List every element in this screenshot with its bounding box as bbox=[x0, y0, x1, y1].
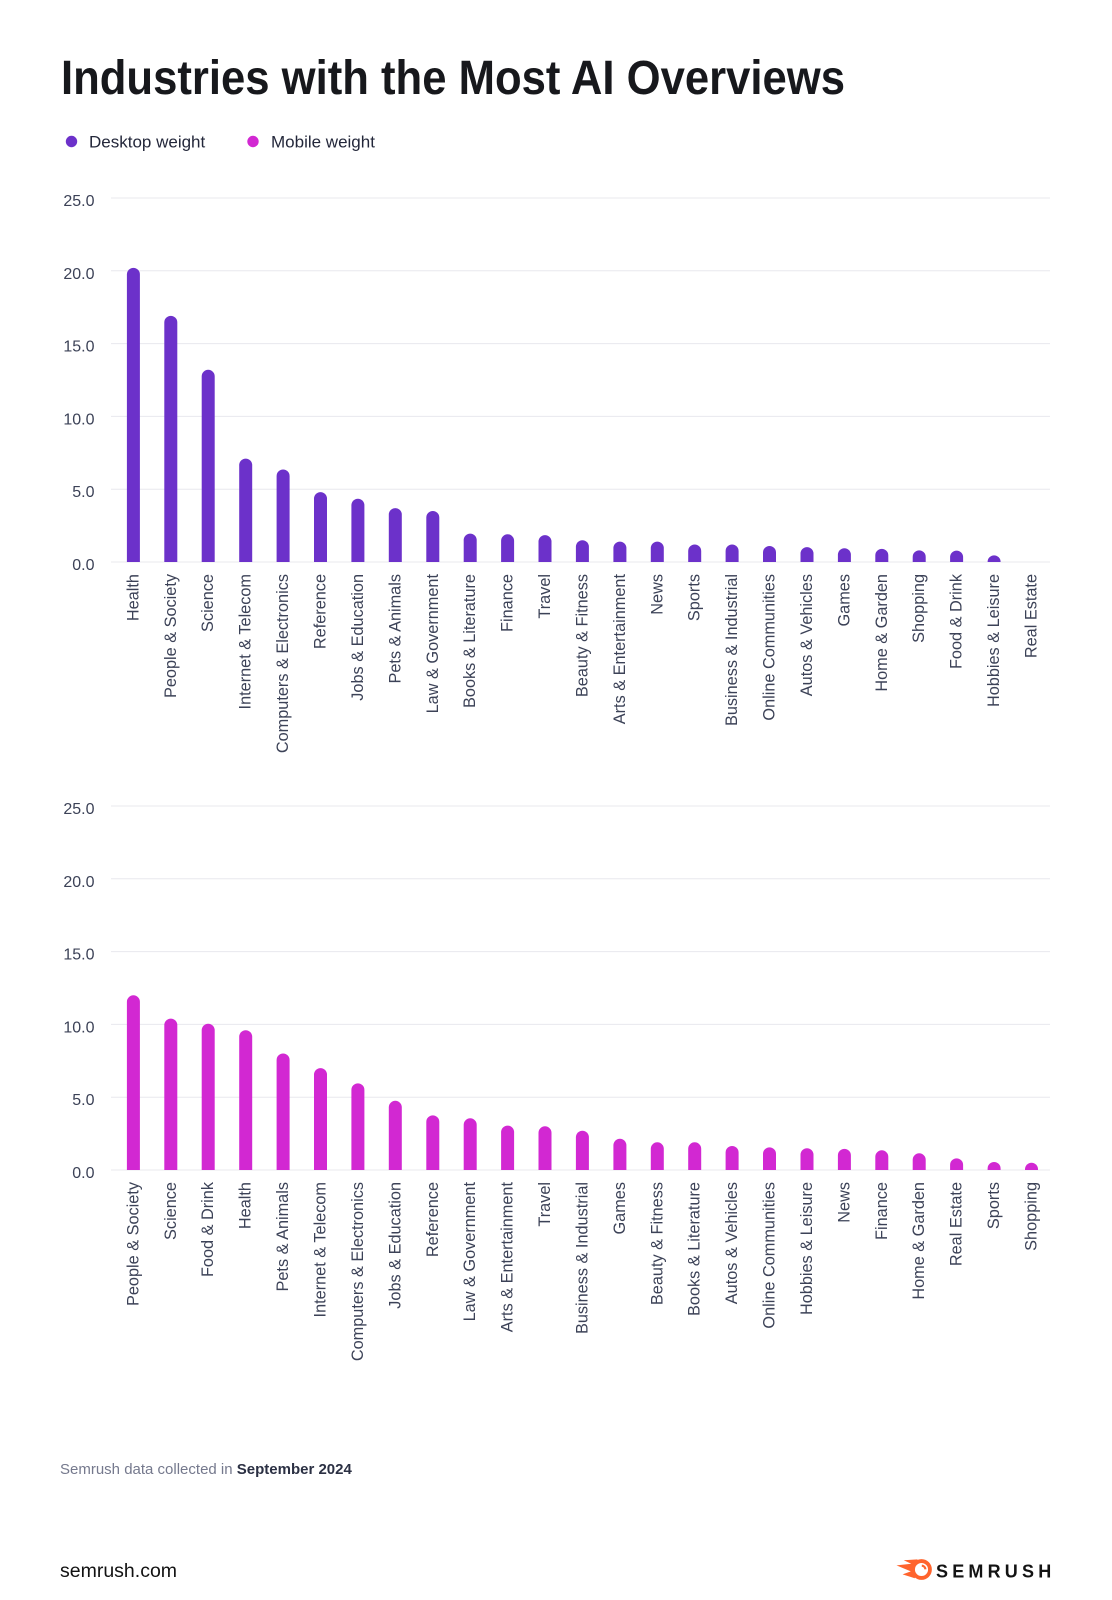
svg-text:Online Communities: Online Communities bbox=[761, 574, 779, 721]
svg-text:Home & Garden: Home & Garden bbox=[873, 574, 891, 692]
svg-text:10.0: 10.0 bbox=[63, 411, 94, 428]
svg-text:Games: Games bbox=[611, 1182, 629, 1234]
svg-text:Food & Drink: Food & Drink bbox=[948, 573, 966, 669]
svg-text:Health: Health bbox=[237, 1182, 255, 1229]
svg-text:15.0: 15.0 bbox=[63, 947, 94, 964]
svg-text:Law & Government: Law & Government bbox=[461, 1182, 479, 1322]
svg-text:Internet & Telecom: Internet & Telecom bbox=[237, 574, 255, 709]
svg-text:Real Estate: Real Estate bbox=[948, 1182, 966, 1266]
svg-text:Games: Games bbox=[835, 574, 853, 626]
svg-text:Jobs & Education: Jobs & Education bbox=[349, 574, 367, 701]
svg-text:Beauty & Fitness: Beauty & Fitness bbox=[573, 574, 591, 697]
svg-text:0.0: 0.0 bbox=[72, 557, 94, 574]
svg-text:News: News bbox=[835, 1182, 853, 1223]
svg-text:Food & Drink: Food & Drink bbox=[199, 1181, 217, 1277]
svg-text:semrush.com: semrush.com bbox=[60, 1560, 177, 1582]
svg-text:Arts & Entertainment: Arts & Entertainment bbox=[499, 1182, 517, 1333]
svg-text:People & Society: People & Society bbox=[124, 1181, 142, 1306]
svg-text:25.0: 25.0 bbox=[63, 193, 94, 210]
svg-text:Beauty & Fitness: Beauty & Fitness bbox=[648, 1182, 666, 1305]
svg-text:Travel: Travel bbox=[536, 574, 554, 619]
svg-text:Pets & Animals: Pets & Animals bbox=[274, 1182, 292, 1292]
svg-text:Autos & Vehicles: Autos & Vehicles bbox=[723, 1182, 741, 1304]
svg-text:Semrush data collected in Sept: Semrush data collected in September 2024 bbox=[60, 1461, 352, 1478]
svg-text:Books & Literature: Books & Literature bbox=[686, 1182, 704, 1316]
svg-text:Law & Government: Law & Government bbox=[424, 574, 442, 714]
svg-text:Computers & Electronics: Computers & Electronics bbox=[349, 1182, 367, 1361]
svg-text:Pets & Animals: Pets & Animals bbox=[386, 574, 404, 684]
svg-text:People & Society: People & Society bbox=[162, 573, 180, 698]
svg-text:Reference: Reference bbox=[312, 574, 330, 649]
svg-text:Autos & Vehicles: Autos & Vehicles bbox=[798, 574, 816, 696]
svg-text:Jobs & Education: Jobs & Education bbox=[386, 1182, 404, 1309]
svg-text:15.0: 15.0 bbox=[63, 339, 94, 356]
svg-text:10.0: 10.0 bbox=[63, 1019, 94, 1036]
svg-text:Sports: Sports bbox=[985, 1182, 1003, 1229]
svg-text:Online Communities: Online Communities bbox=[761, 1182, 779, 1329]
svg-text:Travel: Travel bbox=[536, 1182, 554, 1227]
svg-text:Science: Science bbox=[199, 574, 217, 632]
svg-text:Health: Health bbox=[124, 574, 142, 621]
svg-text:Arts & Entertainment: Arts & Entertainment bbox=[611, 574, 629, 725]
svg-text:Sports: Sports bbox=[686, 574, 704, 621]
svg-text:Hobbies & Leisure: Hobbies & Leisure bbox=[985, 574, 1003, 707]
svg-text:Computers & Electronics: Computers & Electronics bbox=[274, 574, 292, 753]
svg-text:News: News bbox=[648, 574, 666, 615]
svg-text:Shopping: Shopping bbox=[910, 574, 928, 643]
svg-text:Books & Literature: Books & Literature bbox=[461, 574, 479, 708]
svg-text:0.0: 0.0 bbox=[72, 1165, 94, 1182]
svg-text:Business & Industrial: Business & Industrial bbox=[573, 1182, 591, 1334]
svg-text:Business & Industrial: Business & Industrial bbox=[723, 574, 741, 726]
svg-text:Reference: Reference bbox=[424, 1182, 442, 1257]
svg-text:Industries with the Most AI Ov: Industries with the Most AI Overviews bbox=[61, 52, 845, 105]
svg-text:25.0: 25.0 bbox=[63, 801, 94, 818]
svg-text:Real Estate: Real Estate bbox=[1023, 574, 1041, 658]
svg-text:Internet & Telecom: Internet & Telecom bbox=[312, 1182, 330, 1317]
svg-text:Hobbies & Leisure: Hobbies & Leisure bbox=[798, 1182, 816, 1315]
svg-text:Finance: Finance bbox=[873, 1182, 891, 1240]
svg-text:Home & Garden: Home & Garden bbox=[910, 1182, 928, 1300]
svg-text:SEMRUSH: SEMRUSH bbox=[936, 1562, 1055, 1582]
svg-text:20.0: 20.0 bbox=[63, 874, 94, 891]
svg-text:Desktop weight: Desktop weight bbox=[89, 133, 206, 152]
svg-text:5.0: 5.0 bbox=[72, 1092, 94, 1109]
svg-text:Finance: Finance bbox=[499, 574, 517, 632]
svg-text:Shopping: Shopping bbox=[1023, 1182, 1041, 1251]
svg-text:5.0: 5.0 bbox=[72, 484, 94, 501]
svg-text:20.0: 20.0 bbox=[63, 266, 94, 283]
svg-text:Science: Science bbox=[162, 1182, 180, 1240]
svg-text:Mobile weight: Mobile weight bbox=[271, 133, 375, 152]
